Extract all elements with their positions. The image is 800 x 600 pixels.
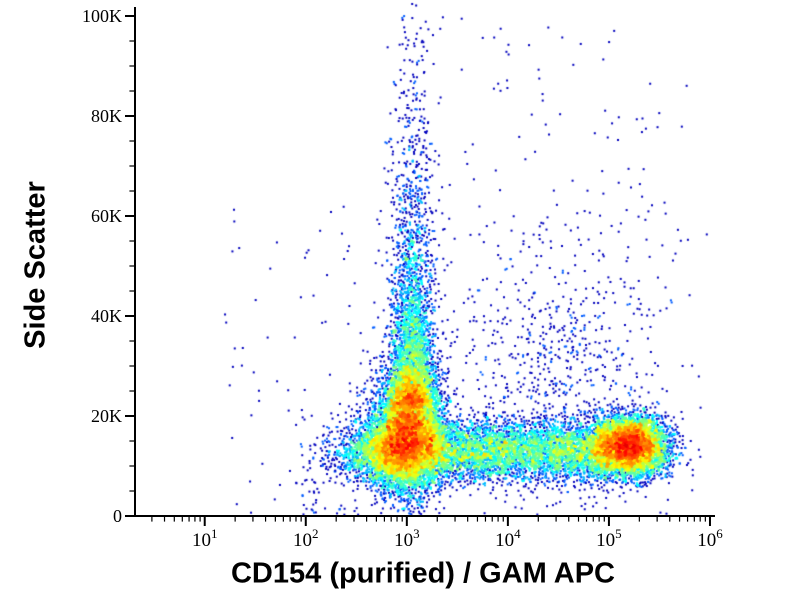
svg-text:106: 106 — [697, 526, 723, 551]
svg-text:40K: 40K — [91, 306, 122, 326]
svg-text:101: 101 — [192, 526, 218, 551]
svg-text:80K: 80K — [91, 106, 122, 126]
x-axis-title: CD154 (purified) / GAM APC — [230, 557, 616, 590]
svg-text:0: 0 — [113, 506, 122, 526]
svg-text:102: 102 — [293, 526, 319, 551]
svg-text:105: 105 — [596, 526, 622, 551]
svg-text:100K: 100K — [82, 6, 122, 26]
svg-text:103: 103 — [394, 526, 420, 551]
y-axis-title: Side Scatter — [19, 181, 52, 349]
svg-text:104: 104 — [495, 526, 521, 551]
svg-text:60K: 60K — [91, 206, 122, 226]
svg-text:20K: 20K — [91, 406, 122, 426]
